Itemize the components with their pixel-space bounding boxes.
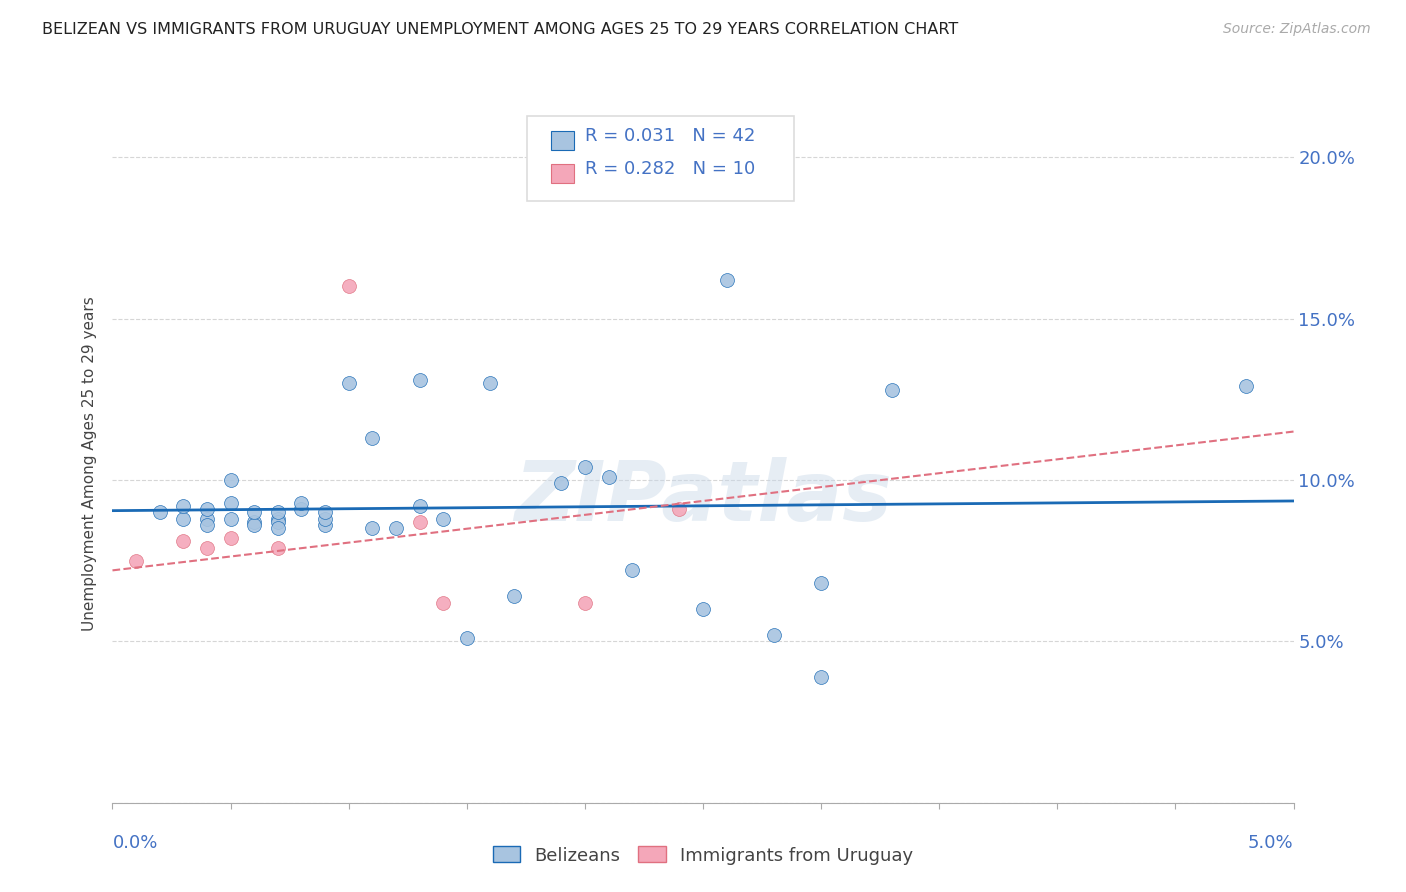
Text: R = 0.031   N = 42: R = 0.031 N = 42 bbox=[585, 128, 755, 145]
Point bbox=[243, 515, 266, 529]
Text: R = 0.282   N = 10: R = 0.282 N = 10 bbox=[585, 161, 755, 178]
Point bbox=[408, 373, 430, 387]
Point bbox=[243, 518, 266, 533]
Point bbox=[432, 596, 454, 610]
Point bbox=[716, 273, 738, 287]
Point bbox=[432, 512, 454, 526]
Point bbox=[195, 512, 218, 526]
Point bbox=[195, 541, 218, 555]
Text: 0.0%: 0.0% bbox=[112, 834, 157, 852]
Point bbox=[125, 554, 148, 568]
Text: ZIPatlas: ZIPatlas bbox=[515, 458, 891, 538]
Point bbox=[550, 476, 572, 491]
Point bbox=[219, 531, 242, 545]
Point bbox=[314, 518, 336, 533]
Point bbox=[1234, 379, 1257, 393]
Point bbox=[385, 521, 408, 535]
Point bbox=[267, 541, 290, 555]
Point bbox=[290, 495, 312, 509]
Point bbox=[810, 670, 832, 684]
Point bbox=[361, 431, 384, 445]
Point bbox=[149, 505, 172, 519]
Point bbox=[172, 499, 194, 513]
Point bbox=[361, 521, 384, 535]
Point bbox=[267, 512, 290, 526]
Point bbox=[267, 505, 290, 519]
Point bbox=[219, 473, 242, 487]
Text: 5.0%: 5.0% bbox=[1249, 834, 1294, 852]
Point bbox=[880, 383, 903, 397]
Point bbox=[621, 563, 644, 577]
Point bbox=[219, 495, 242, 509]
Point bbox=[172, 512, 194, 526]
Point bbox=[195, 502, 218, 516]
Point bbox=[195, 518, 218, 533]
Point bbox=[408, 515, 430, 529]
Point bbox=[574, 596, 596, 610]
Text: Source: ZipAtlas.com: Source: ZipAtlas.com bbox=[1223, 22, 1371, 37]
Point bbox=[456, 631, 478, 645]
Point bbox=[314, 512, 336, 526]
Point bbox=[314, 505, 336, 519]
Y-axis label: Unemployment Among Ages 25 to 29 years: Unemployment Among Ages 25 to 29 years bbox=[82, 296, 97, 632]
Point bbox=[479, 376, 502, 391]
Point bbox=[810, 576, 832, 591]
Text: BELIZEAN VS IMMIGRANTS FROM URUGUAY UNEMPLOYMENT AMONG AGES 25 TO 29 YEARS CORRE: BELIZEAN VS IMMIGRANTS FROM URUGUAY UNEM… bbox=[42, 22, 959, 37]
Point bbox=[290, 502, 312, 516]
Point bbox=[692, 602, 714, 616]
Point bbox=[267, 521, 290, 535]
Point bbox=[337, 279, 360, 293]
Point bbox=[219, 512, 242, 526]
Point bbox=[172, 534, 194, 549]
Point bbox=[762, 628, 785, 642]
Point bbox=[574, 460, 596, 475]
Point bbox=[408, 499, 430, 513]
Legend: Belizeans, Immigrants from Uruguay: Belizeans, Immigrants from Uruguay bbox=[485, 839, 921, 871]
Point bbox=[337, 376, 360, 391]
Point bbox=[668, 502, 690, 516]
Point bbox=[243, 505, 266, 519]
Point bbox=[598, 469, 620, 483]
Point bbox=[503, 589, 526, 603]
Point bbox=[267, 515, 290, 529]
